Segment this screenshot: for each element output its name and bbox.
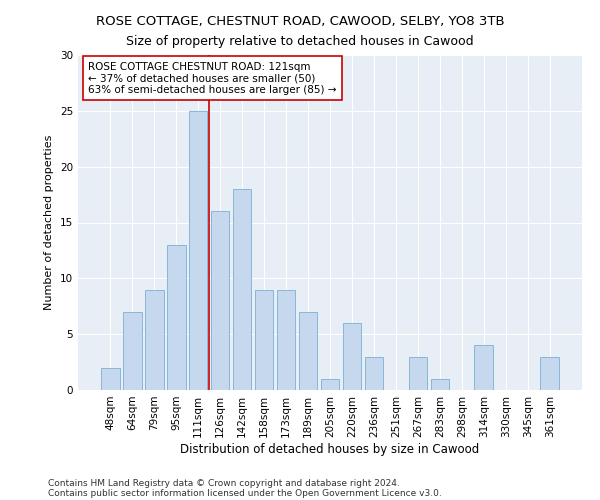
Bar	[189, 111, 208, 390]
Bar	[123, 312, 142, 390]
Bar	[475, 346, 493, 390]
Text: Contains public sector information licensed under the Open Government Licence v3: Contains public sector information licen…	[48, 488, 442, 498]
Bar	[409, 356, 427, 390]
Text: Size of property relative to detached houses in Cawood: Size of property relative to detached ho…	[126, 35, 474, 48]
X-axis label: Distribution of detached houses by size in Cawood: Distribution of detached houses by size …	[181, 442, 479, 456]
Text: ROSE COTTAGE, CHESTNUT ROAD, CAWOOD, SELBY, YO8 3TB: ROSE COTTAGE, CHESTNUT ROAD, CAWOOD, SEL…	[95, 15, 505, 28]
Y-axis label: Number of detached properties: Number of detached properties	[44, 135, 55, 310]
Bar	[431, 379, 449, 390]
Bar	[541, 356, 559, 390]
Bar	[299, 312, 317, 390]
Bar	[233, 189, 251, 390]
Bar	[145, 290, 164, 390]
Bar	[101, 368, 119, 390]
Text: Contains HM Land Registry data © Crown copyright and database right 2024.: Contains HM Land Registry data © Crown c…	[48, 478, 400, 488]
Bar	[167, 245, 185, 390]
Bar	[320, 379, 340, 390]
Bar	[343, 323, 361, 390]
Bar	[255, 290, 274, 390]
Bar	[211, 212, 229, 390]
Bar	[277, 290, 295, 390]
Bar	[365, 356, 383, 390]
Text: ROSE COTTAGE CHESTNUT ROAD: 121sqm
← 37% of detached houses are smaller (50)
63%: ROSE COTTAGE CHESTNUT ROAD: 121sqm ← 37%…	[88, 62, 337, 95]
